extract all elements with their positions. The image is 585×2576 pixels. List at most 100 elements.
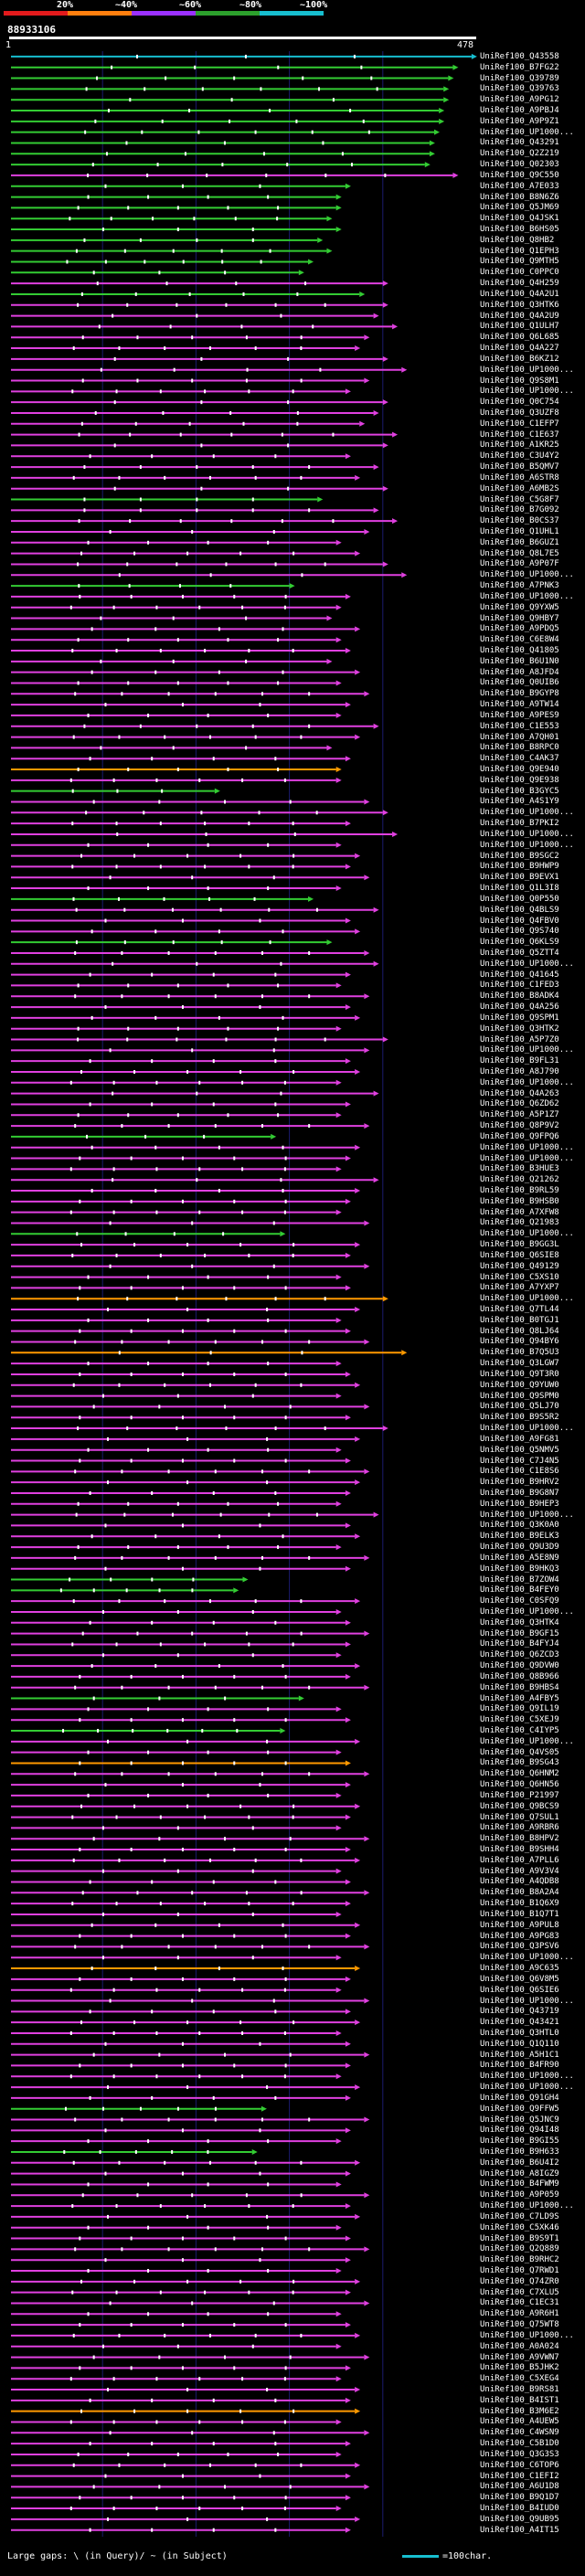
hit-row[interactable] (11, 1133, 277, 1140)
hit-row[interactable] (11, 669, 361, 675)
hit-label[interactable]: UniRef100_C0SFQ9 (480, 1596, 559, 1606)
hit-label[interactable]: UniRef100_B8HPV2 (480, 1834, 559, 1844)
hit-label[interactable]: UniRef100_B4FEY0 (480, 1585, 559, 1595)
hit-label[interactable]: UniRef100_B9EVX1 (480, 873, 559, 883)
hit-row[interactable] (11, 75, 454, 81)
hit-label[interactable]: UniRef100_Q9IL19 (480, 1704, 559, 1714)
hit-row[interactable] (11, 2268, 342, 2274)
hit-label[interactable]: UniRef100_UP1000... (480, 387, 574, 397)
hit-label[interactable]: UniRef100_B8ADK4 (480, 991, 559, 1002)
hit-label[interactable]: UniRef100_C5G8F7 (480, 494, 559, 504)
hit-row[interactable] (11, 680, 342, 686)
hit-label[interactable]: UniRef100_Q9E940 (480, 765, 559, 775)
hit-row[interactable] (11, 702, 351, 708)
hit-row[interactable] (11, 1803, 361, 1809)
hit-label[interactable]: UniRef100_C1EFP7 (480, 419, 559, 429)
hit-label[interactable]: UniRef100_Q9SPM0 (480, 1391, 559, 1401)
hit-row[interactable] (11, 377, 370, 384)
hit-label[interactable]: UniRef100_A4FBY5 (480, 1693, 559, 1703)
hit-row[interactable] (11, 1522, 351, 1529)
hit-row[interactable] (11, 1760, 351, 1766)
hit-row[interactable] (11, 572, 408, 578)
hit-label[interactable]: UniRef100_Q3K0A0 (480, 1521, 559, 1531)
hit-row[interactable] (11, 1090, 379, 1097)
hit-label[interactable]: UniRef100_UP1000... (480, 1953, 574, 1963)
hit-label[interactable]: UniRef100_C4WSN9 (480, 2428, 559, 2438)
hit-row[interactable] (11, 626, 361, 632)
hit-label[interactable]: UniRef100_B6GUZ1 (480, 537, 559, 547)
hit-row[interactable] (11, 2094, 351, 2101)
hit-label[interactable]: UniRef100_Q43421 (480, 2018, 559, 2028)
hit-row[interactable] (11, 431, 399, 438)
hit-row[interactable] (11, 1177, 379, 1183)
hit-row[interactable] (11, 1317, 342, 1323)
hit-label[interactable]: UniRef100_Q9UB95 (480, 2514, 559, 2524)
hit-label[interactable]: UniRef100_C1EFI2 (480, 2471, 559, 2481)
hit-row[interactable] (11, 1004, 351, 1011)
hit-row[interactable] (11, 1198, 351, 1204)
hit-label[interactable]: UniRef100_Q3HTK4 (480, 1617, 559, 1627)
hit-label[interactable]: UniRef100_C1EC31 (480, 2298, 559, 2308)
hit-label[interactable]: UniRef100_Q6L685 (480, 333, 559, 343)
hit-label[interactable]: UniRef100_Q91GH4 (480, 2093, 559, 2103)
hit-label[interactable]: UniRef100_C5XEJ9 (480, 1715, 559, 1725)
hit-row[interactable] (11, 1836, 370, 1842)
hit-row[interactable] (11, 2354, 370, 2360)
hit-label[interactable]: UniRef100_Q1Q110 (480, 2039, 559, 2049)
hit-label[interactable]: UniRef100_B5JHK2 (480, 2363, 559, 2373)
hit-row[interactable] (11, 1155, 351, 1161)
hit-label[interactable]: UniRef100_Q6ZD62 (480, 1099, 559, 1109)
hit-label[interactable]: UniRef100_UP1000... (480, 2201, 574, 2211)
hit-row[interactable] (11, 53, 477, 59)
hit-label[interactable]: UniRef100_Q8B966 (480, 1671, 559, 1681)
hit-label[interactable]: UniRef100_UP1000... (480, 1996, 574, 2006)
hit-label[interactable]: UniRef100_A4S1Y9 (480, 797, 559, 807)
hit-row[interactable] (11, 767, 342, 773)
hit-row[interactable] (11, 2181, 342, 2188)
hit-row[interactable] (11, 1641, 351, 1648)
hit-label[interactable]: UniRef100_A9FG81 (480, 1434, 559, 1444)
hit-row[interactable] (11, 2127, 351, 2134)
hit-row[interactable] (11, 129, 441, 135)
hit-label[interactable]: UniRef100_A9PDQ5 (480, 624, 559, 634)
hit-row[interactable] (11, 2311, 342, 2317)
hit-row[interactable] (11, 2019, 361, 2026)
hit-row[interactable] (11, 334, 370, 341)
hit-label[interactable]: UniRef100_Q5JNC9 (480, 2115, 559, 2125)
hit-label[interactable]: UniRef100_A7E033 (480, 181, 559, 191)
hit-row[interactable] (11, 442, 388, 449)
hit-row[interactable] (11, 1209, 342, 1215)
hit-row[interactable] (11, 1371, 351, 1377)
hit-row[interactable] (11, 1036, 388, 1043)
hit-label[interactable]: UniRef100_B9S9T1 (480, 2233, 559, 2243)
hit-label[interactable]: UniRef100_UP1000... (480, 570, 574, 580)
hit-row[interactable] (11, 583, 295, 589)
hit-label[interactable]: UniRef100_B9HRV2 (480, 1478, 559, 1488)
hit-label[interactable]: UniRef100_A9PBJ4 (480, 106, 559, 115)
hit-row[interactable] (11, 842, 342, 848)
hit-label[interactable]: UniRef100_B4IUD0 (480, 2504, 559, 2514)
hit-label[interactable]: UniRef100_A9R6H1 (480, 2309, 559, 2319)
hit-row[interactable] (11, 1047, 370, 1054)
hit-label[interactable]: UniRef100_Q9U3D9 (480, 1542, 559, 1553)
hit-label[interactable]: UniRef100_A9V3V4 (480, 1866, 559, 1876)
hit-row[interactable] (11, 2224, 342, 2231)
hit-row[interactable] (11, 745, 333, 751)
hit-label[interactable]: UniRef100_Q9S8M1 (480, 376, 559, 386)
hit-label[interactable]: UniRef100_B9RS81 (480, 2385, 559, 2395)
hit-row[interactable] (11, 2105, 267, 2112)
hit-row[interactable] (11, 2246, 370, 2253)
hit-row[interactable] (11, 821, 351, 827)
hit-row[interactable] (11, 1468, 370, 1475)
hit-row[interactable] (11, 1933, 351, 1939)
hit-row[interactable] (11, 2073, 342, 2080)
hit-row[interactable] (11, 1079, 342, 1086)
hit-label[interactable]: UniRef100_B9RL59 (480, 1186, 559, 1195)
hit-label[interactable]: UniRef100_Q9S740 (480, 927, 559, 937)
hit-row[interactable] (11, 1511, 379, 1518)
hit-row[interactable] (11, 982, 342, 989)
hit-label[interactable]: UniRef100_UP1000... (480, 2330, 574, 2340)
hit-row[interactable] (11, 1847, 351, 1853)
hit-row[interactable] (11, 1684, 370, 1691)
hit-row[interactable] (11, 1404, 370, 1410)
